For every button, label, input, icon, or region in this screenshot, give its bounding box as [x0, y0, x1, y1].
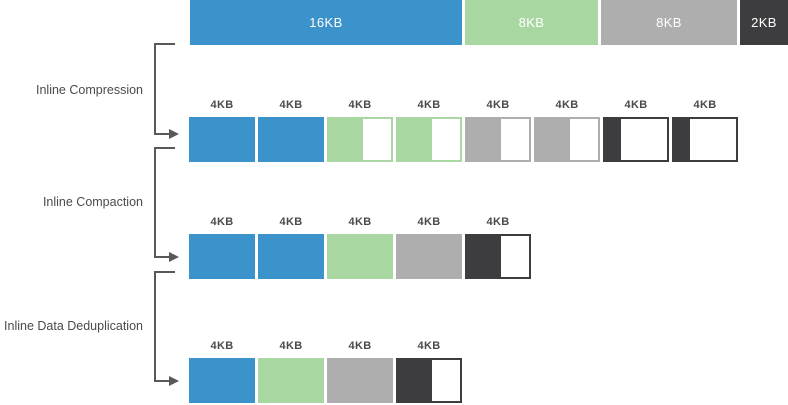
stage-label-inline-data-deduplication: Inline Data Deduplication: [4, 319, 143, 333]
free-space: [570, 119, 598, 160]
block-size-label: 4KB: [555, 99, 579, 111]
bar-segment-8kb-gray: 8KB: [601, 0, 737, 45]
arrowhead-icon: [169, 129, 179, 139]
data-block-blue: [258, 117, 324, 162]
data-block-green: [258, 358, 324, 403]
data-block-blue: [189, 358, 255, 403]
block-size-label: 4KB: [279, 99, 303, 111]
stage-label-inline-compaction: Inline Compaction: [42, 195, 143, 209]
block-size-label: 4KB: [210, 99, 234, 111]
data-block-dark: [396, 358, 462, 403]
data-block-gray: [534, 117, 600, 162]
data-block-dark: [603, 117, 669, 162]
data-block-blue: [189, 234, 255, 279]
data-block-blue: [258, 234, 324, 279]
free-space: [432, 360, 460, 401]
block-size-label: 4KB: [417, 340, 441, 352]
free-space: [621, 119, 667, 160]
block-size-label: 4KB: [417, 216, 441, 228]
data-block-green: [327, 117, 393, 162]
block-size-label: 4KB: [417, 99, 441, 111]
free-space: [690, 119, 736, 160]
block-size-label: 4KB: [348, 340, 372, 352]
bar-segment-2kb: 2KB: [740, 0, 788, 45]
bracket-line: [154, 147, 175, 258]
data-block-gray: [465, 117, 531, 162]
block-size-label: 4KB: [279, 340, 303, 352]
data-block-dark: [465, 234, 531, 279]
bracket-line: [154, 43, 175, 135]
block-size-label: 4KB: [210, 216, 234, 228]
stage-label-inline-compression: Inline Compression: [36, 83, 143, 97]
block-size-label: 4KB: [348, 99, 372, 111]
corner-white-rectangle: [737, 356, 788, 405]
data-block-gray: [396, 234, 462, 279]
data-block-green: [327, 234, 393, 279]
data-block-dark: [672, 117, 738, 162]
bracket-line: [154, 271, 175, 382]
block-size-label: 4KB: [693, 99, 717, 111]
free-space: [363, 119, 391, 160]
data-block-blue: [189, 117, 255, 162]
bar-segment-16kb: 16KB: [190, 0, 462, 45]
free-space: [432, 119, 460, 160]
arrowhead-icon: [169, 376, 179, 386]
block-size-label: 4KB: [279, 216, 303, 228]
block-size-label: 4KB: [486, 99, 510, 111]
bar-segment-8kb-green: 8KB: [465, 0, 598, 45]
block-size-label: 4KB: [210, 340, 234, 352]
data-block-green: [396, 117, 462, 162]
block-size-label: 4KB: [348, 216, 372, 228]
block-size-label: 4KB: [624, 99, 648, 111]
arrowhead-icon: [169, 252, 179, 262]
data-block-gray: [327, 358, 393, 403]
free-space: [501, 236, 529, 277]
free-space: [501, 119, 529, 160]
block-size-label: 4KB: [486, 216, 510, 228]
